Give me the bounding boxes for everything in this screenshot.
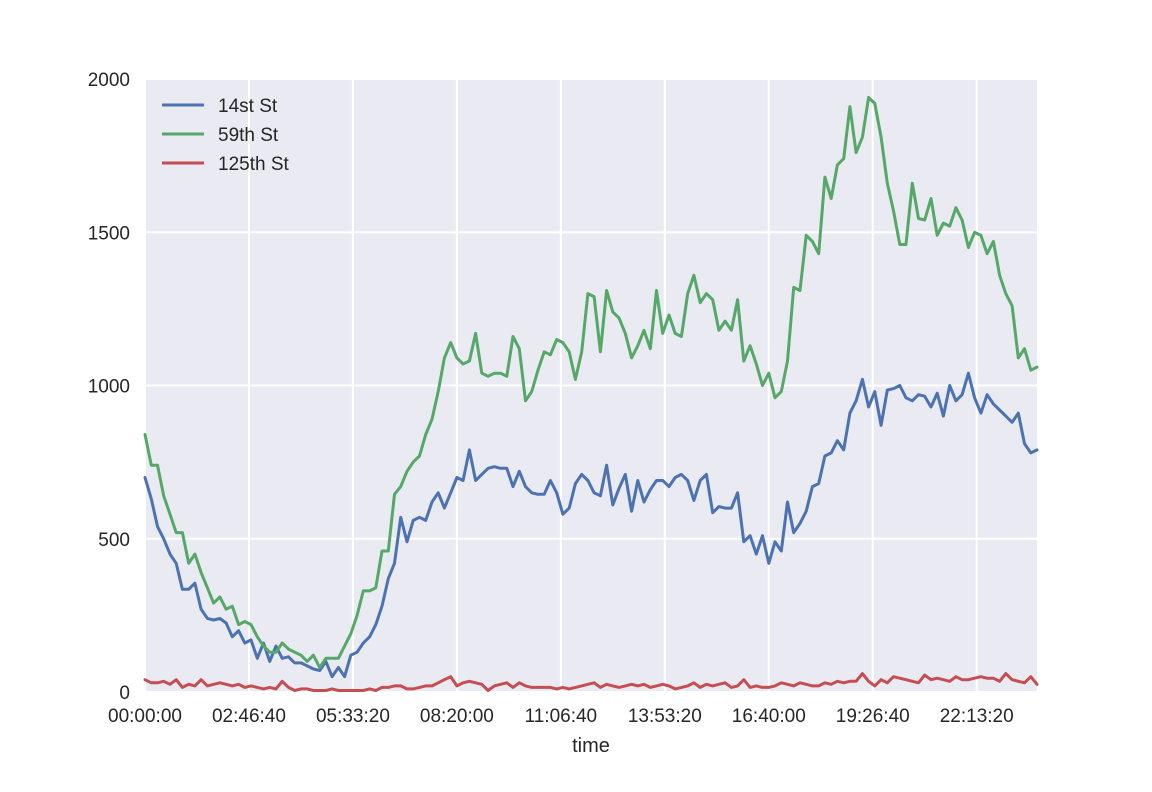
y-tick-label: 0 — [119, 683, 130, 704]
y-tick-label: 2000 — [88, 70, 130, 91]
legend: 14st St 59th St 125th St — [162, 96, 289, 175]
legend-label: 125th St — [218, 154, 289, 175]
x-tick-label: 22:13:20 — [940, 706, 1014, 727]
legend-item: 125th St — [162, 154, 289, 175]
x-tick-label: 19:26:40 — [836, 706, 910, 727]
legend-item: 59th St — [162, 125, 279, 146]
y-tick-label: 500 — [98, 530, 130, 551]
y-tick-labels: 0 500 1000 1500 2000 — [88, 70, 130, 704]
grid-lines — [144, 78, 1037, 693]
series-line-125th-st — [143, 672, 1039, 692]
x-tick-label: 13:53:20 — [628, 706, 702, 727]
legend-item: 14st St — [162, 96, 278, 117]
y-tick-label: 1500 — [88, 223, 130, 244]
series-line-59th-st — [143, 95, 1039, 669]
x-axis-label: time — [572, 735, 610, 757]
x-tick-label: 16:40:00 — [732, 706, 806, 727]
x-tick-label: 00:00:00 — [108, 706, 182, 727]
x-tick-label: 11:06:40 — [525, 706, 598, 727]
legend-label: 14st St — [218, 96, 278, 117]
x-tick-label: 02:46:40 — [212, 706, 286, 727]
y-tick-label: 1000 — [88, 377, 130, 398]
series-lines — [143, 95, 1039, 692]
series-line-14st-st — [143, 371, 1039, 679]
x-tick-label: 08:20:00 — [420, 706, 494, 727]
legend-label: 59th St — [218, 125, 279, 146]
x-tick-label: 05:33:20 — [316, 706, 390, 727]
x-tick-labels: 00:00:00 02:46:40 05:33:20 08:20:00 11:06:40… — [108, 706, 1014, 727]
